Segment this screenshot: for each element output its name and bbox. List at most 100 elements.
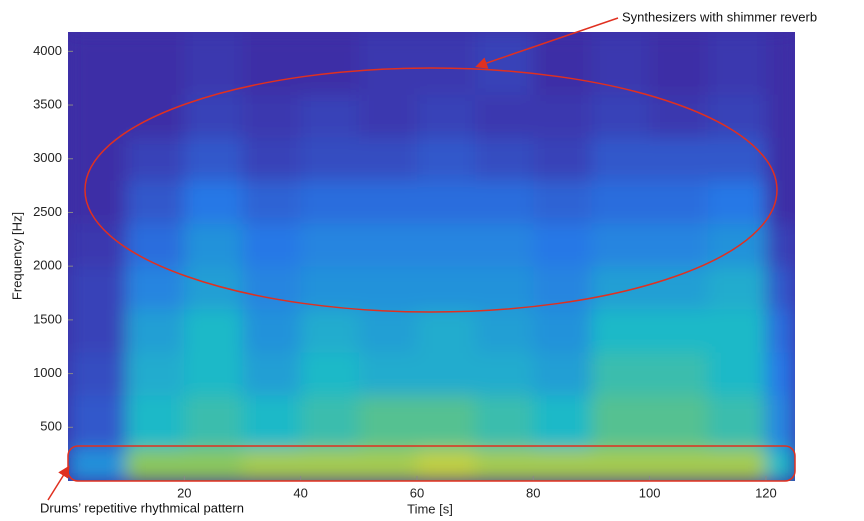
- cell: [533, 94, 592, 138]
- cell: [416, 352, 476, 396]
- cell: [649, 395, 709, 450]
- cell: [649, 137, 709, 181]
- cell: [358, 309, 418, 353]
- cell: [184, 32, 243, 95]
- cell: [184, 266, 243, 310]
- cell: [300, 395, 360, 450]
- cell: [475, 94, 534, 138]
- cell: [533, 448, 592, 481]
- cell: [765, 395, 795, 450]
- cell: [591, 309, 651, 353]
- cell: [300, 137, 360, 181]
- y-tick-label: 4000: [33, 43, 62, 58]
- cell: [591, 352, 651, 396]
- cell: [358, 32, 418, 95]
- cell: [649, 448, 709, 481]
- cell: [416, 32, 476, 95]
- cell: [358, 223, 418, 267]
- cell: [126, 395, 185, 450]
- cell: [358, 180, 418, 224]
- cell: [591, 137, 651, 181]
- cell: [533, 309, 592, 353]
- cell: [416, 395, 476, 450]
- cell: [591, 266, 651, 310]
- cell: [300, 309, 360, 353]
- cell: [184, 352, 243, 396]
- cell: [475, 395, 534, 450]
- cell: [591, 32, 651, 95]
- cell: [300, 32, 360, 95]
- cell: [649, 352, 709, 396]
- cell: [416, 448, 476, 481]
- cell: [300, 94, 360, 138]
- annotation-arrow: [47, 465, 70, 501]
- cell: [707, 352, 767, 396]
- cell: [649, 32, 709, 95]
- y-tick-label: 500: [40, 419, 62, 434]
- x-tick-label: 40: [293, 485, 307, 500]
- x-tick-label: 100: [639, 485, 661, 500]
- cell: [707, 32, 767, 95]
- cell: [68, 309, 127, 353]
- cell: [416, 137, 476, 181]
- cell: [242, 94, 302, 138]
- cell: [765, 137, 795, 181]
- cell: [475, 448, 534, 481]
- cell: [358, 448, 418, 481]
- annotation-box: [67, 445, 796, 482]
- cell: [591, 180, 651, 224]
- cell: [475, 180, 534, 224]
- cell: [765, 180, 795, 224]
- cell: [184, 223, 243, 267]
- spectrogram: [68, 32, 795, 481]
- cell: [591, 223, 651, 267]
- cell: [765, 266, 795, 310]
- cell: [242, 448, 302, 481]
- cell: [242, 395, 302, 450]
- cell: [68, 266, 127, 310]
- y-tick-label: 2000: [33, 258, 62, 273]
- cell: [126, 352, 185, 396]
- cell: [184, 309, 243, 353]
- y-axis-label: Frequency [Hz]: [9, 212, 24, 300]
- cell: [242, 180, 302, 224]
- annotation-ellipse: [84, 67, 778, 313]
- y-tick-label: 1500: [33, 311, 62, 326]
- y-tick-label: 2500: [33, 204, 62, 219]
- cell: [300, 223, 360, 267]
- cell: [68, 448, 127, 481]
- x-axis-label: Time [s]: [407, 501, 453, 516]
- cell: [68, 180, 127, 224]
- x-tick-label: 120: [755, 485, 777, 500]
- cell: [300, 352, 360, 396]
- cell: [475, 137, 534, 181]
- cell: [68, 352, 127, 396]
- cell: [707, 448, 767, 481]
- cell: [591, 94, 651, 138]
- cell: [126, 448, 185, 481]
- cell: [184, 180, 243, 224]
- x-tick-label: 80: [526, 485, 540, 500]
- annotation: Synthesizers with shimmer reverb: [622, 9, 817, 24]
- cell: [242, 32, 302, 95]
- cell: [242, 352, 302, 396]
- cell: [300, 180, 360, 224]
- cell: [184, 137, 243, 181]
- cell: [591, 395, 651, 450]
- cell: [416, 266, 476, 310]
- y-tick-label: 3000: [33, 150, 62, 165]
- cell: [649, 309, 709, 353]
- cell: [68, 32, 127, 95]
- cell: [649, 94, 709, 138]
- cell: [475, 223, 534, 267]
- cell: [242, 266, 302, 310]
- cell: [475, 309, 534, 353]
- cell: [649, 266, 709, 310]
- annotation: Drums’ repetitive rhythmical pattern: [40, 500, 244, 515]
- cell: [416, 94, 476, 138]
- cell: [649, 223, 709, 267]
- cell: [242, 137, 302, 181]
- cell: [475, 266, 534, 310]
- cell: [68, 94, 127, 138]
- y-tick-label: 3500: [33, 96, 62, 111]
